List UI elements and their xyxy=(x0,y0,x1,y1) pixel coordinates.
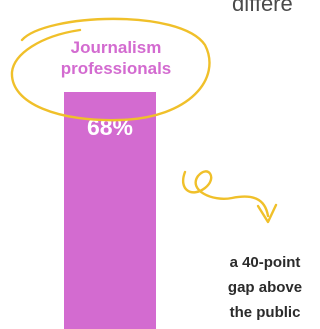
callout-line-1: a 40-point xyxy=(229,254,301,271)
callout-line-2: gap above xyxy=(227,279,303,296)
highlight-ellipse xyxy=(10,17,211,122)
arrow-head xyxy=(256,203,278,224)
category-label-line-1: Journalism xyxy=(70,38,162,57)
bar-journalism-professionals: 68% xyxy=(64,92,156,329)
gap-callout: a 40-point gap above the public xyxy=(210,250,320,325)
category-label-line-2: professionals xyxy=(60,59,172,78)
headline-fragment: differe xyxy=(232,0,293,16)
category-label: Journalism professionals xyxy=(36,37,196,79)
bar-value-label: 68% xyxy=(86,114,134,140)
curly-arrow xyxy=(182,170,270,218)
callout-line-3: the public xyxy=(229,304,301,321)
